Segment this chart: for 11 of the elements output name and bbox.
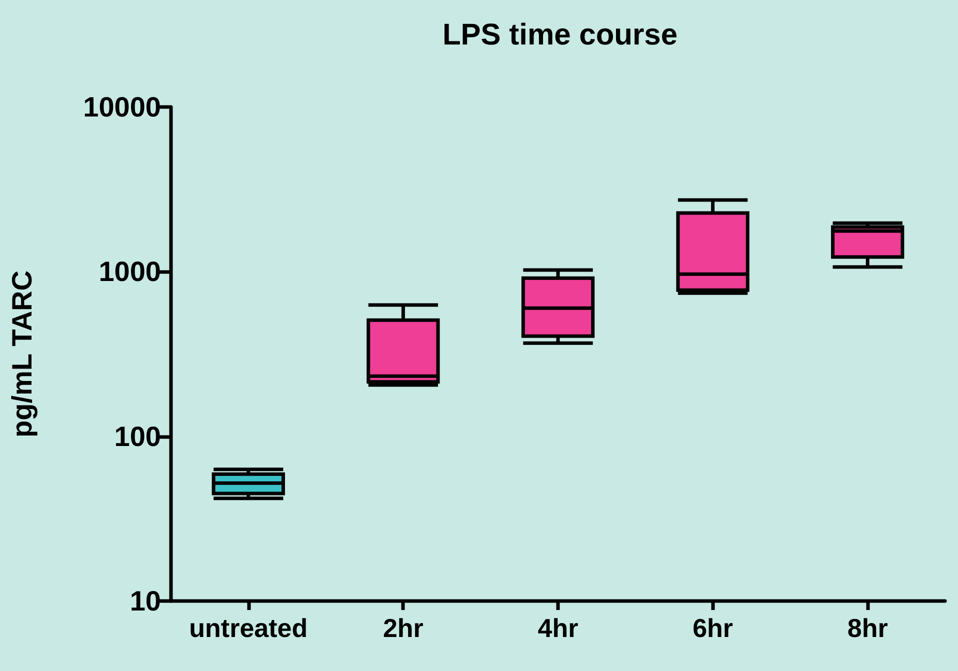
y-tick-label: 100 xyxy=(114,420,161,452)
y-axis-title: pg/mL TARC xyxy=(6,270,38,438)
x-tick-label: untreated xyxy=(189,613,308,643)
x-tick-label: 2hr xyxy=(382,613,424,643)
y-tick-label: 1000 xyxy=(98,256,161,288)
x-tick-label: 6hr xyxy=(692,613,734,643)
y-tick-label: 10 xyxy=(130,586,161,616)
chart-title: LPS time course xyxy=(442,18,678,52)
y-tick-label: 10000 xyxy=(83,92,161,122)
x-tick-label: 8hr xyxy=(847,613,888,643)
x-tick-label: 4hr xyxy=(538,613,578,643)
